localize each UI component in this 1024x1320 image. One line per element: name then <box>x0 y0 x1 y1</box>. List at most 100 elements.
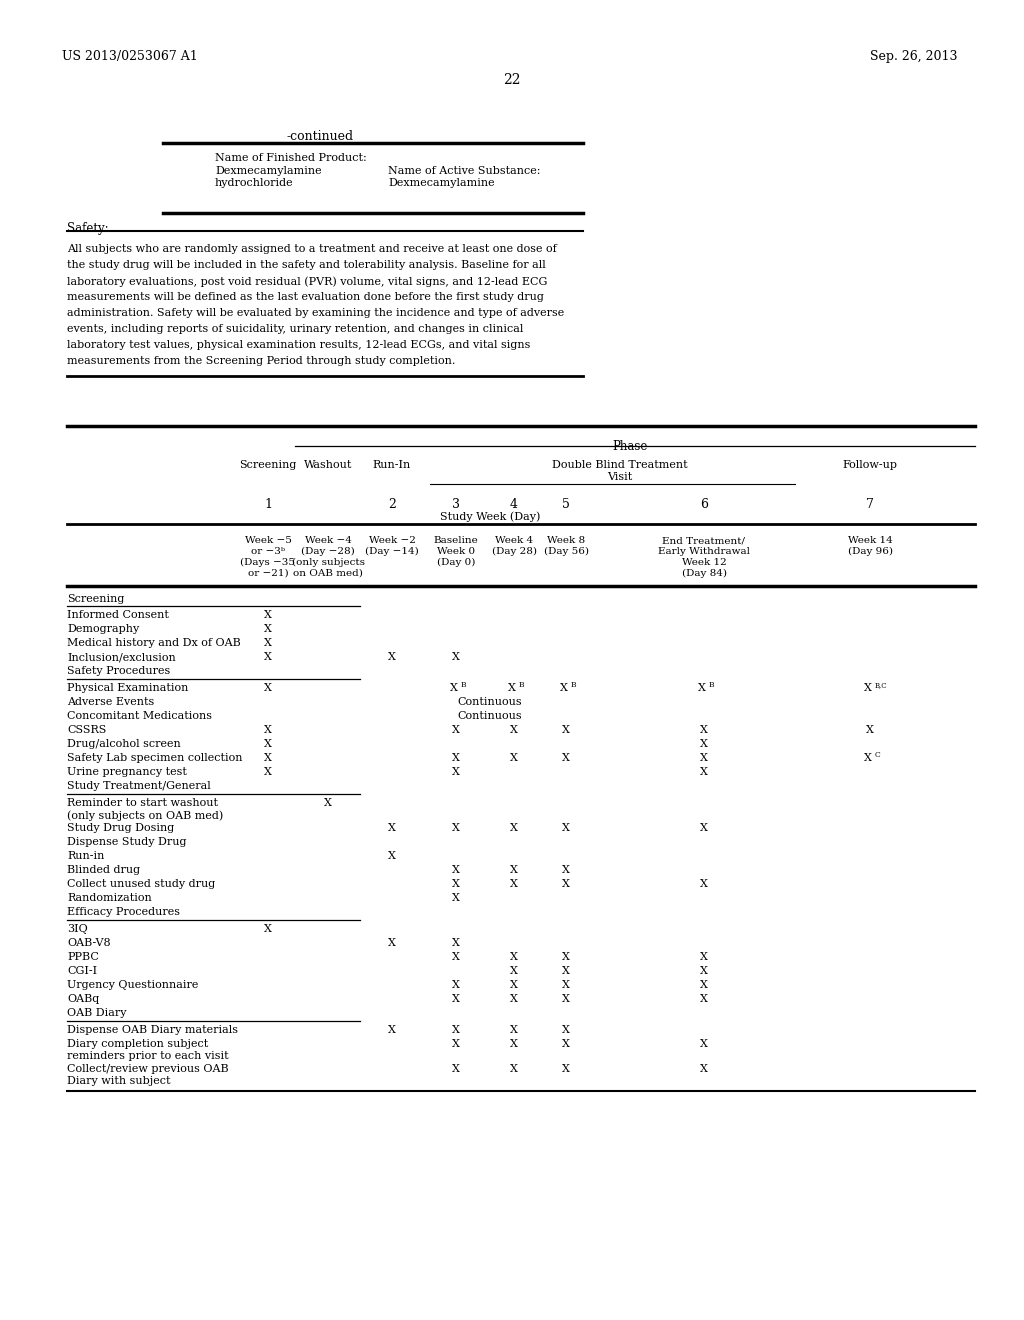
Text: X: X <box>388 851 396 861</box>
Text: Dexmecamylamine: Dexmecamylamine <box>215 166 322 176</box>
Text: X: X <box>562 994 570 1005</box>
Text: Early Withdrawal: Early Withdrawal <box>658 546 750 556</box>
Text: X: X <box>452 1039 460 1049</box>
Text: X: X <box>510 725 518 735</box>
Text: (only subjects on OAB med): (only subjects on OAB med) <box>67 810 223 821</box>
Text: X: X <box>510 1064 518 1074</box>
Text: X: X <box>562 752 570 763</box>
Text: C: C <box>874 751 881 759</box>
Text: OAB-V8: OAB-V8 <box>67 939 111 948</box>
Text: X: X <box>264 767 272 777</box>
Text: X: X <box>700 952 708 962</box>
Text: (Days −35: (Days −35 <box>241 558 296 568</box>
Text: X: X <box>452 1026 460 1035</box>
Text: -continued: -continued <box>287 129 353 143</box>
Text: X: X <box>700 966 708 975</box>
Text: X: X <box>452 879 460 888</box>
Text: 7: 7 <box>866 498 873 511</box>
Text: X: X <box>388 652 396 663</box>
Text: X: X <box>562 822 570 833</box>
Text: or −21): or −21) <box>248 569 289 578</box>
Text: Visit: Visit <box>607 473 633 482</box>
Text: Safety:: Safety: <box>67 222 109 235</box>
Text: X: X <box>388 1026 396 1035</box>
Text: X: X <box>510 1039 518 1049</box>
Text: (Day 56): (Day 56) <box>544 546 589 556</box>
Text: X: X <box>864 752 872 763</box>
Text: OABq: OABq <box>67 994 99 1005</box>
Text: Continuous: Continuous <box>458 697 522 708</box>
Text: Urgency Questionnaire: Urgency Questionnaire <box>67 979 199 990</box>
Text: X: X <box>452 994 460 1005</box>
Text: Inclusion/exclusion: Inclusion/exclusion <box>67 652 176 663</box>
Text: X: X <box>452 939 460 948</box>
Text: (only subjects: (only subjects <box>292 558 365 568</box>
Text: X: X <box>264 924 272 935</box>
Text: X: X <box>700 979 708 990</box>
Text: X: X <box>264 610 272 620</box>
Text: 22: 22 <box>503 73 521 87</box>
Text: Run-in: Run-in <box>67 851 104 861</box>
Text: X: X <box>700 767 708 777</box>
Text: Week −5: Week −5 <box>245 536 292 545</box>
Text: X: X <box>510 979 518 990</box>
Text: X: X <box>264 624 272 634</box>
Text: X: X <box>452 865 460 875</box>
Text: Diary with subject: Diary with subject <box>67 1076 171 1086</box>
Text: X: X <box>562 952 570 962</box>
Text: X: X <box>388 939 396 948</box>
Text: US 2013/0253067 A1: US 2013/0253067 A1 <box>62 50 198 63</box>
Text: CSSRS: CSSRS <box>67 725 106 735</box>
Text: End Treatment/: End Treatment/ <box>663 536 745 545</box>
Text: X: X <box>562 1026 570 1035</box>
Text: Double Blind Treatment: Double Blind Treatment <box>552 459 688 470</box>
Text: Reminder to start washout: Reminder to start washout <box>67 799 218 808</box>
Text: X: X <box>452 894 460 903</box>
Text: X: X <box>452 1064 460 1074</box>
Text: (Day 0): (Day 0) <box>437 558 475 568</box>
Text: B: B <box>461 681 467 689</box>
Text: Run-In: Run-In <box>373 459 411 470</box>
Text: the study drug will be included in the safety and tolerability analysis. Baselin: the study drug will be included in the s… <box>67 260 546 271</box>
Text: X: X <box>388 822 396 833</box>
Text: B: B <box>519 681 524 689</box>
Text: X: X <box>700 725 708 735</box>
Text: B,C: B,C <box>874 681 888 689</box>
Text: X: X <box>698 682 706 693</box>
Text: Urine pregnancy test: Urine pregnancy test <box>67 767 186 777</box>
Text: X: X <box>700 752 708 763</box>
Text: 4: 4 <box>510 498 518 511</box>
Text: (Day −28): (Day −28) <box>301 546 355 556</box>
Text: X: X <box>510 865 518 875</box>
Text: X: X <box>264 652 272 663</box>
Text: X: X <box>866 725 873 735</box>
Text: 5: 5 <box>562 498 570 511</box>
Text: X: X <box>452 952 460 962</box>
Text: X: X <box>700 1039 708 1049</box>
Text: Sep. 26, 2013: Sep. 26, 2013 <box>870 50 957 63</box>
Text: Study Treatment/General: Study Treatment/General <box>67 781 211 791</box>
Text: Demography: Demography <box>67 624 139 634</box>
Text: (Day −14): (Day −14) <box>366 546 419 556</box>
Text: (Day 28): (Day 28) <box>492 546 537 556</box>
Text: Collect/review previous OAB: Collect/review previous OAB <box>67 1064 228 1074</box>
Text: X: X <box>510 879 518 888</box>
Text: Collect unused study drug: Collect unused study drug <box>67 879 215 888</box>
Text: Name of Finished Product:: Name of Finished Product: <box>215 153 367 162</box>
Text: laboratory evaluations, post void residual (PVR) volume, vital signs, and 12-lea: laboratory evaluations, post void residu… <box>67 276 548 286</box>
Text: X: X <box>562 966 570 975</box>
Text: 6: 6 <box>700 498 708 511</box>
Text: Follow-up: Follow-up <box>843 459 897 470</box>
Text: X: X <box>264 682 272 693</box>
Text: X: X <box>451 682 458 693</box>
Text: X: X <box>510 1026 518 1035</box>
Text: or −3ᵇ: or −3ᵇ <box>251 546 285 556</box>
Text: X: X <box>700 994 708 1005</box>
Text: Informed Consent: Informed Consent <box>67 610 169 620</box>
Text: Dispense Study Drug: Dispense Study Drug <box>67 837 186 847</box>
Text: reminders prior to each visit: reminders prior to each visit <box>67 1051 228 1061</box>
Text: X: X <box>452 979 460 990</box>
Text: X: X <box>510 966 518 975</box>
Text: X: X <box>510 952 518 962</box>
Text: Concomitant Medications: Concomitant Medications <box>67 711 212 721</box>
